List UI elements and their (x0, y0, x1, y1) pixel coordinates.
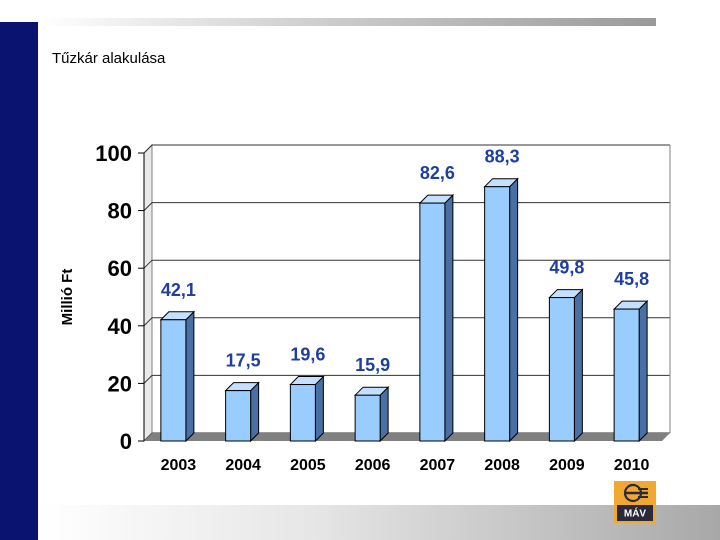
x-tick-label: 2010 (614, 457, 650, 474)
bar-side (444, 193, 454, 443)
y-tick-label: 40 (108, 314, 132, 339)
bar-side (509, 177, 519, 443)
y-axis-title: Millió Ft (59, 269, 76, 326)
bottom-gradient-bar (40, 505, 720, 540)
y-tick-label: 0 (120, 429, 132, 454)
bar (613, 308, 640, 442)
bar-value-label: 42,1 (161, 280, 196, 300)
bar (225, 390, 252, 442)
bar-value-label: 88,3 (485, 147, 520, 167)
bar-side (250, 381, 260, 443)
y-tick-label: 20 (108, 371, 132, 396)
slide-title: Tűzkár alakulása (52, 50, 166, 67)
x-tick-label: 2005 (290, 457, 326, 474)
bar-side (379, 386, 389, 443)
x-tick-label: 2004 (225, 457, 261, 474)
bar-value-label: 82,6 (420, 163, 455, 183)
bar-value-label: 15,9 (355, 355, 390, 375)
bar-value-label: 49,8 (549, 258, 584, 278)
plot-side-wall (143, 143, 153, 443)
bar (354, 394, 381, 442)
bar-side (185, 310, 195, 443)
bar (160, 319, 187, 442)
plot-wall (144, 145, 670, 441)
x-tick-label: 2009 (549, 457, 585, 474)
bar-side (638, 299, 648, 443)
bar-value-label: 45,8 (614, 269, 649, 289)
sidebar-band (0, 0, 38, 540)
bar-side (314, 375, 324, 443)
x-tick-label: 2006 (355, 457, 391, 474)
bar (419, 202, 446, 442)
bar-value-label: 19,6 (290, 345, 325, 365)
bar (484, 186, 511, 442)
logo-band (617, 505, 653, 521)
mav-logo: MÁV (614, 481, 656, 523)
x-tick-label: 2007 (420, 457, 456, 474)
bar-side (573, 288, 583, 443)
top-gradient-bar (40, 18, 656, 26)
y-tick-label: 80 (108, 199, 132, 224)
plot-floor (144, 433, 670, 441)
logo-text: MÁV (624, 507, 647, 520)
y-tick-label: 100 (95, 141, 132, 166)
x-tick-label: 2003 (161, 457, 197, 474)
x-tick-label: 2008 (484, 457, 520, 474)
bar (548, 297, 575, 442)
y-tick-label: 60 (108, 256, 132, 281)
sidebar-top-notch (0, 0, 38, 22)
bar (289, 384, 316, 442)
gridline (143, 144, 670, 154)
bar-value-label: 17,5 (226, 351, 261, 371)
